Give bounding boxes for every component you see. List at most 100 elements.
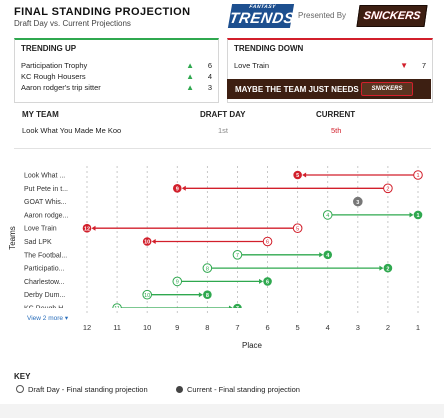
trending-down-row[interactable]: Love Train ▼ 7 — [234, 61, 426, 71]
team-name: Participation Trophy — [21, 61, 88, 70]
trend-count: 7 — [421, 61, 426, 70]
draft-marker — [292, 223, 303, 233]
draft-marker — [202, 263, 213, 273]
trending-up-row[interactable]: KC Rough Housers ▲ 4 — [21, 72, 212, 82]
draft-marker-label: 5 — [296, 226, 299, 232]
team-label: Derby Dum... — [24, 292, 65, 299]
team-label: KC Rough H... — [24, 306, 69, 313]
chart-key: KEY Draft Day - Final standing projectio… — [14, 372, 300, 394]
trending-down-title: TRENDING DOWN — [234, 44, 304, 53]
arrow-up-icon: ▲ — [186, 72, 194, 81]
team-label: Love Train — [24, 226, 57, 233]
trend-arrowhead — [319, 252, 324, 258]
trending-up-row[interactable]: Participation Trophy ▲ 6 — [21, 61, 212, 71]
current-marker — [383, 263, 393, 273]
draft-marker — [262, 236, 273, 247]
x-tick-label: 12 — [83, 323, 91, 332]
page-subtitle: Draft Day vs. Current Projections — [14, 19, 131, 28]
current-marker-label: 3 — [356, 200, 359, 206]
trend-arrowhead — [151, 239, 156, 244]
current-marker — [172, 184, 182, 193]
key-draft-label: Draft Day - Final standing projection — [28, 385, 148, 394]
current-marker — [203, 290, 212, 299]
current-value: 5th — [331, 126, 342, 135]
x-tick-label: 6 — [265, 323, 269, 332]
team-label: Put Pete in t... — [24, 186, 68, 193]
trending-up-row[interactable]: Aaron rodger's trip sitter ▲ 3 — [21, 83, 212, 93]
open-circle-icon — [16, 385, 24, 394]
draft-marker — [322, 210, 333, 220]
current-marker — [142, 237, 152, 246]
x-tick-label: 9 — [175, 323, 179, 332]
y-axis-label: Teams — [8, 226, 17, 250]
team-label: The Footbal... — [24, 252, 67, 259]
draft-marker-label: 10 — [144, 293, 150, 299]
sponsor-logo-text: SNICKERS — [362, 10, 422, 22]
draft-marker-label: 8 — [206, 266, 209, 272]
trend-count: 3 — [207, 83, 212, 92]
current-marker-label: 2 — [386, 266, 389, 272]
x-tick-label: 10 — [143, 323, 151, 332]
presented-by-label: Presented By — [298, 11, 347, 20]
sponsor-ad-banner[interactable]: MAYBE THE TEAM JUST NEEDS A SNICKERS — [227, 79, 431, 99]
draft-day-value: 1st — [218, 126, 229, 135]
current-marker — [293, 170, 302, 180]
sponsor-logo[interactable]: SNICKERS — [356, 5, 428, 27]
x-tick-label: 8 — [205, 323, 209, 332]
arrow-down-icon: ▼ — [400, 61, 408, 70]
key-current-item: Current - Final standing projection — [176, 385, 300, 394]
draft-marker-label: 7 — [236, 253, 239, 259]
x-tick-label: 5 — [296, 323, 300, 332]
key-title: KEY — [14, 372, 31, 381]
filled-circle-icon — [176, 385, 183, 393]
draft-marker — [112, 303, 122, 308]
current-marker-label: 9 — [176, 187, 179, 193]
trend-arrowhead — [198, 292, 203, 298]
x-tick-label: 4 — [326, 323, 330, 332]
team-label: Participatio... — [24, 266, 65, 273]
current-marker — [82, 223, 92, 233]
x-tick-label: 7 — [235, 323, 239, 332]
team-label: GOAT Whis... — [24, 199, 67, 206]
current-marker-label: 7 — [236, 306, 239, 312]
trend-arrowhead — [91, 225, 96, 231]
draft-marker — [232, 250, 243, 260]
x-tick-label: 11 — [113, 323, 121, 332]
draft-marker — [142, 289, 152, 300]
trending-up-panel: TRENDING UP Participation Trophy ▲ 6 KC … — [14, 38, 219, 103]
trend-arrowhead — [409, 212, 414, 218]
view-more-link[interactable]: View 2 more ▾ — [27, 314, 68, 322]
trend-arrowhead — [379, 265, 384, 271]
view-more-label: View 2 more — [27, 315, 64, 322]
current-marker — [233, 303, 242, 308]
current-marker — [353, 197, 363, 206]
draft-marker — [383, 183, 393, 194]
current-marker — [263, 277, 272, 286]
current-marker-label: 5 — [296, 173, 299, 179]
draft-marker-label: 2 — [386, 187, 389, 193]
trend-arrowhead — [259, 278, 264, 284]
team-label: Aaron rodge... — [24, 212, 68, 219]
current-marker-label: 6 — [266, 280, 269, 286]
logo-big-text: TRENDS — [228, 10, 296, 27]
current-header: CURRENT — [316, 110, 356, 119]
candy-bar-image: SNICKERS — [361, 82, 413, 96]
draft-marker-label: 4 — [326, 213, 329, 219]
trend-count: 6 — [207, 61, 212, 70]
current-marker-label: 10 — [144, 240, 150, 246]
team-name: Love Train — [234, 61, 270, 70]
team-label: Look What ... — [24, 173, 65, 180]
trend-arrowhead — [228, 305, 233, 308]
my-team-header: MY TEAM — [22, 110, 59, 119]
draft-marker-label: 9 — [176, 280, 179, 286]
draft-marker-label: 6 — [266, 240, 269, 246]
trend-arrowhead — [181, 185, 186, 191]
key-current-label: Current - Final standing projection — [187, 385, 300, 394]
key-draft-item: Draft Day - Final standing projection — [16, 385, 148, 394]
my-team-name[interactable]: Look What You Made Me Koo — [22, 126, 122, 135]
page-title: FINAL STANDING PROJECTION — [14, 6, 191, 18]
my-team-section: MY TEAM DRAFT DAY CURRENT Look What You … — [14, 104, 431, 149]
x-tick-label: 1 — [416, 323, 420, 332]
current-marker — [413, 210, 423, 220]
